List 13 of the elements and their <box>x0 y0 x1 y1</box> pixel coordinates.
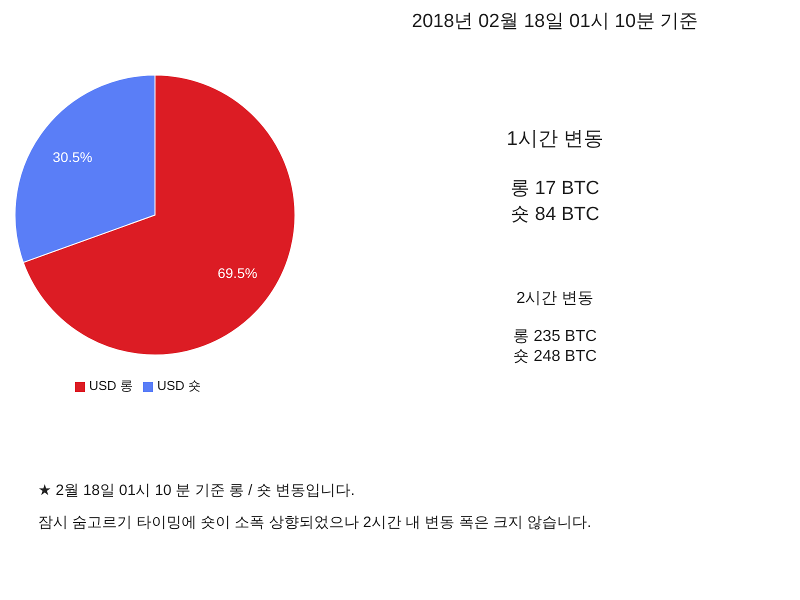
legend-label: USD 숏 <box>157 378 202 393</box>
text: ★ 2월 18일 01시 10 분 기준 롱 / 숏 변동입니다. <box>38 481 356 501</box>
legend-label: USD 롱 <box>89 378 134 393</box>
text: 롱 235 BTC <box>512 327 598 347</box>
text: 1시간 변동 <box>506 127 604 152</box>
text: 롱 17 BTC <box>510 177 600 201</box>
text: 잠시 숨고르기 타이밍에 숏이 소폭 상향되었으나 2시간 내 변동 폭은 크지 않습니다. <box>38 513 592 533</box>
text: 숏 84 BTC <box>510 203 600 227</box>
data-label: 30.5% <box>52 149 92 166</box>
data-label: 69.5% <box>218 264 258 281</box>
text: 2018년 02월 18일 01시 10분 기준 <box>410 10 700 34</box>
text: 숏 248 BTC <box>512 347 598 367</box>
text: 2시간 변동 <box>515 289 595 309</box>
